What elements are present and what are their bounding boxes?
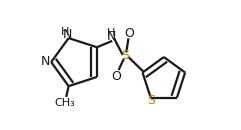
Text: O: O xyxy=(124,27,134,40)
Text: CH₃: CH₃ xyxy=(54,99,75,109)
Text: O: O xyxy=(111,70,121,83)
Text: H: H xyxy=(60,27,69,37)
Text: H: H xyxy=(107,28,115,37)
Text: N: N xyxy=(40,55,50,68)
Text: S: S xyxy=(121,49,130,62)
Text: S: S xyxy=(147,94,155,107)
Text: N: N xyxy=(63,28,73,41)
Text: N: N xyxy=(107,30,116,43)
